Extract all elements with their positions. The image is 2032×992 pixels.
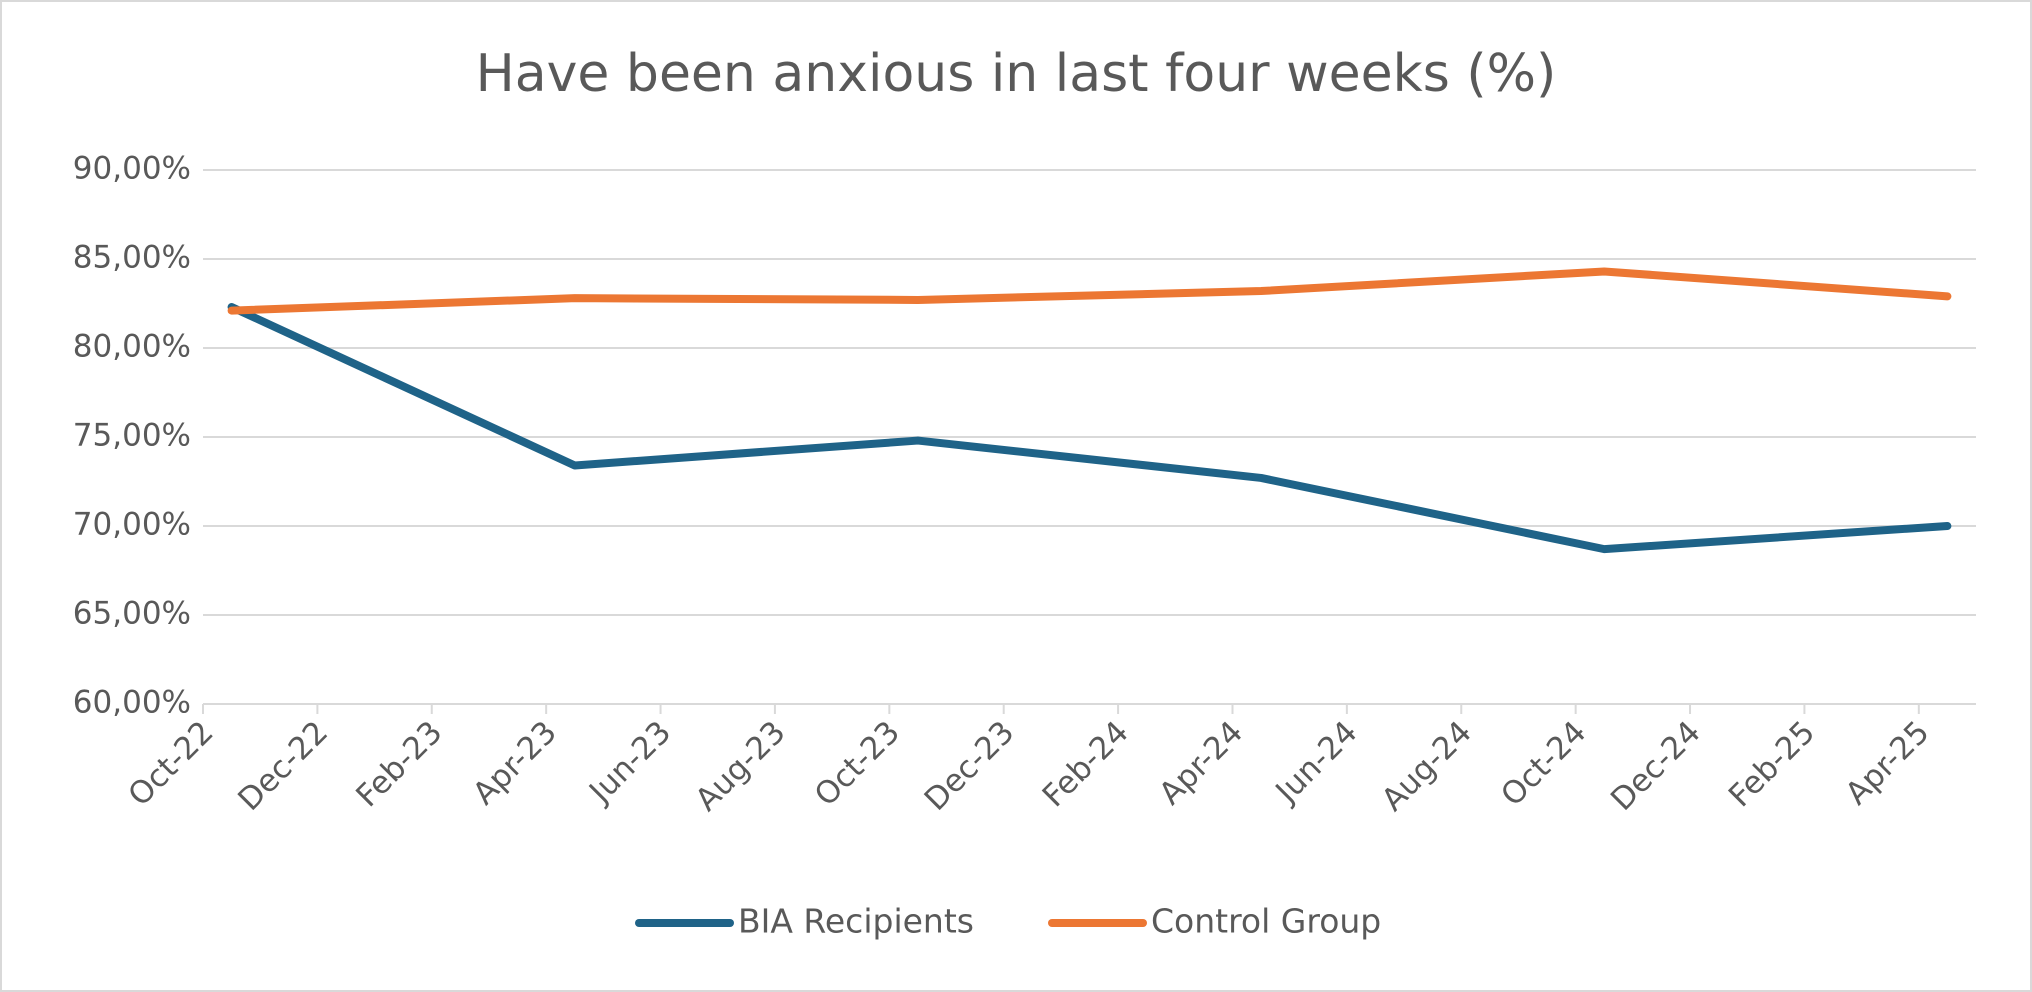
- y-tick-label: 75,00%: [73, 418, 191, 454]
- chart-title: Have been anxious in last four weeks (%): [476, 44, 1557, 104]
- y-tick-label: 70,00%: [73, 507, 191, 543]
- y-tick-label: 90,00%: [73, 151, 191, 187]
- y-tick-label: 85,00%: [73, 240, 191, 276]
- y-tick-label: 80,00%: [73, 329, 191, 365]
- legend-label: Control Group: [1151, 902, 1381, 941]
- y-tick-label: 60,00%: [73, 685, 191, 721]
- series-line: [227, 267, 1952, 315]
- series-line: [227, 303, 1952, 554]
- legend-label: BIA Recipients: [738, 902, 974, 941]
- y-tick-label: 65,00%: [73, 596, 191, 632]
